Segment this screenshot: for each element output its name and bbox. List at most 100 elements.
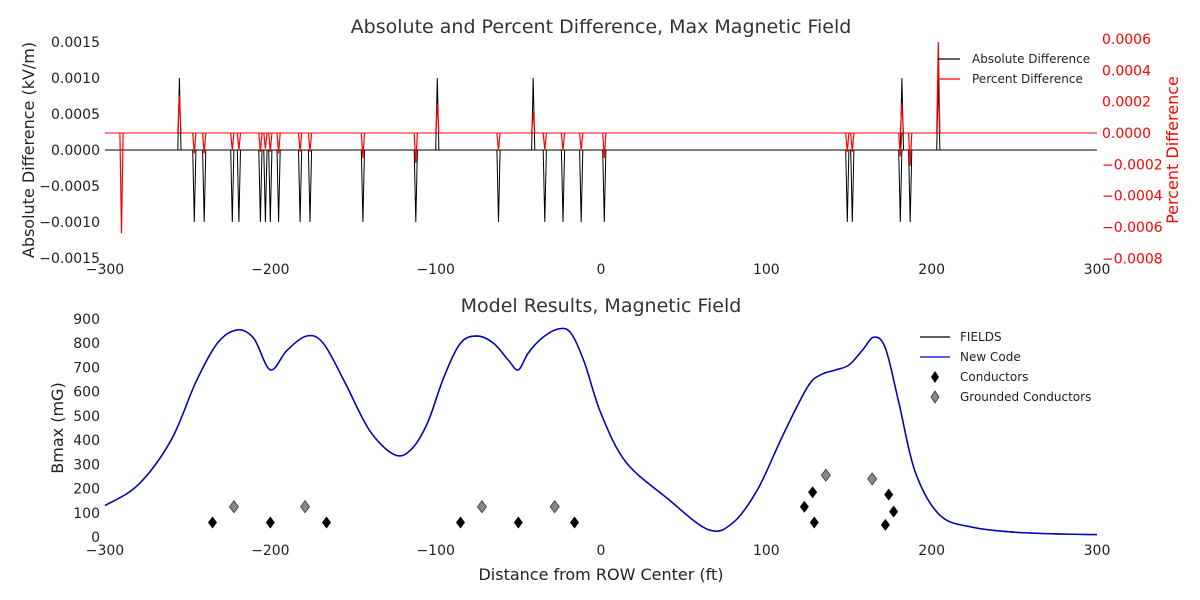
y-tick-labels: 0 100 200 300 400 500 600 700 800 900 (73, 312, 100, 546)
y-tick-label: 200 (73, 482, 100, 498)
chart-title: Absolute and Percent Difference, Max Mag… (351, 16, 852, 38)
x-tick-label: 300 (1084, 262, 1111, 278)
x-tick-label: −300 (86, 543, 124, 559)
y-tick-label: 0.0015 (51, 35, 100, 51)
y-axis-label: Bmax (mG) (48, 382, 67, 473)
y-tick-label: 100 (73, 506, 100, 522)
abs-spike (192, 149, 197, 223)
abs-spike (898, 149, 903, 223)
pct-spike (192, 132, 197, 154)
legend-label-grounded: Grounded Conductors (960, 390, 1091, 404)
abs-spike (202, 149, 207, 223)
legend-label-absolute: Absolute Difference (972, 52, 1090, 66)
conductor-marker (808, 486, 818, 499)
chart-title: Model Results, Magnetic Field (461, 295, 742, 317)
conductor-marker (265, 516, 275, 529)
abs-spike (850, 149, 855, 223)
y2-axis-label: Percent Difference (1163, 76, 1182, 224)
abs-spike (307, 149, 313, 223)
y-tick-label: 0.0000 (51, 143, 100, 159)
conductor-marker (455, 516, 465, 529)
pct-spike (531, 112, 536, 134)
abs-spike (908, 149, 913, 223)
percent-difference-series (119, 42, 941, 234)
y2-tick-labels: −0.0008 −0.0006 −0.0004 −0.0002 0.0000 0.0002… (1102, 32, 1163, 267)
fields-line (104, 327, 1098, 536)
x-tick-label: 300 (1084, 543, 1111, 559)
abs-spike (258, 149, 263, 223)
pct-spike (268, 132, 273, 152)
y-tick-label: −0.0010 (39, 215, 100, 231)
y-tick-label: 0 (91, 530, 100, 546)
abs-spike (845, 149, 850, 223)
conductor-marker (809, 516, 819, 529)
conductor-marker (207, 516, 217, 529)
x-tick-label: −200 (251, 543, 289, 559)
abs-spike (263, 149, 268, 223)
abs-spike (496, 149, 501, 223)
field-series (104, 327, 1098, 536)
abs-spike (602, 149, 607, 223)
pct-spike (119, 132, 124, 234)
pct-spike (236, 132, 242, 151)
x-axis-label: Distance from ROW Center (ft) (478, 565, 723, 584)
y2-tick-label: 0.0000 (1102, 126, 1151, 142)
abs-spike (360, 149, 365, 223)
y2-tick-label: −0.0006 (1102, 220, 1163, 236)
y-tick-label: 700 (73, 360, 100, 376)
pct-spike (908, 132, 913, 166)
pct-spike (602, 132, 607, 159)
pct-spike (258, 132, 263, 152)
grounded-conductor-marker (228, 500, 239, 514)
conductor-markers (207, 468, 899, 531)
conductor-marker (880, 518, 890, 531)
x-tick-label: 200 (918, 543, 945, 559)
x-tick-labels: −300 −200 −100 0 100 200 300 (86, 543, 1111, 559)
y2-tick-label: 0.0006 (1102, 32, 1151, 48)
y-tick-label: 300 (73, 457, 100, 473)
x-tick-label: 0 (597, 262, 606, 278)
pct-spike (360, 132, 366, 159)
abs-spike (236, 149, 241, 223)
x-tick-labels: −300 −200 −100 0 100 200 300 (86, 262, 1111, 278)
abs-spike (230, 149, 235, 223)
x-tick-label: −100 (416, 543, 454, 559)
pct-spike (542, 132, 547, 151)
pct-spike (263, 132, 268, 149)
y-tick-label: 600 (73, 385, 100, 401)
new-code-line (104, 327, 1098, 536)
grounded-conductor-marker (820, 468, 831, 482)
y-tick-label: 400 (73, 433, 100, 449)
pct-spike (177, 95, 182, 134)
grounded-conductor-marker (867, 472, 878, 486)
pct-spike (276, 132, 281, 154)
conductor-marker (884, 488, 894, 501)
y-axis-label: Absolute Difference (kV/m) (19, 42, 38, 258)
conductor-marker (570, 516, 580, 529)
legend: FIELDS New Code Conductors Grounded Cond… (920, 330, 1091, 404)
x-tick-label: 100 (753, 262, 780, 278)
pct-spike (496, 132, 501, 151)
magnetic-field-chart: Model Results, Magnetic Field −300 −200 −1… (48, 295, 1110, 584)
pct-spike (845, 132, 850, 152)
pct-spike (297, 132, 303, 152)
pct-spike (936, 42, 941, 134)
abs-spike (268, 149, 273, 223)
conductor-marker (513, 516, 523, 529)
x-tick-label: 0 (597, 543, 606, 559)
pct-spike (850, 132, 855, 152)
y2-tick-label: −0.0008 (1102, 251, 1163, 267)
y2-tick-label: −0.0002 (1102, 157, 1163, 173)
grounded-conductor-marker (476, 500, 487, 514)
legend-marker-grounded (930, 390, 940, 404)
pct-spike (202, 132, 207, 154)
y-tick-label: 800 (73, 336, 100, 352)
pct-spike (560, 132, 566, 151)
conductor-marker (799, 500, 809, 513)
x-tick-label: −300 (86, 262, 124, 278)
abs-spike (560, 149, 566, 223)
y-tick-label: 0.0010 (51, 71, 100, 87)
y-tick-label: −0.0015 (39, 251, 100, 267)
abs-spike (579, 149, 584, 223)
legend-label-fields: FIELDS (960, 330, 1002, 344)
